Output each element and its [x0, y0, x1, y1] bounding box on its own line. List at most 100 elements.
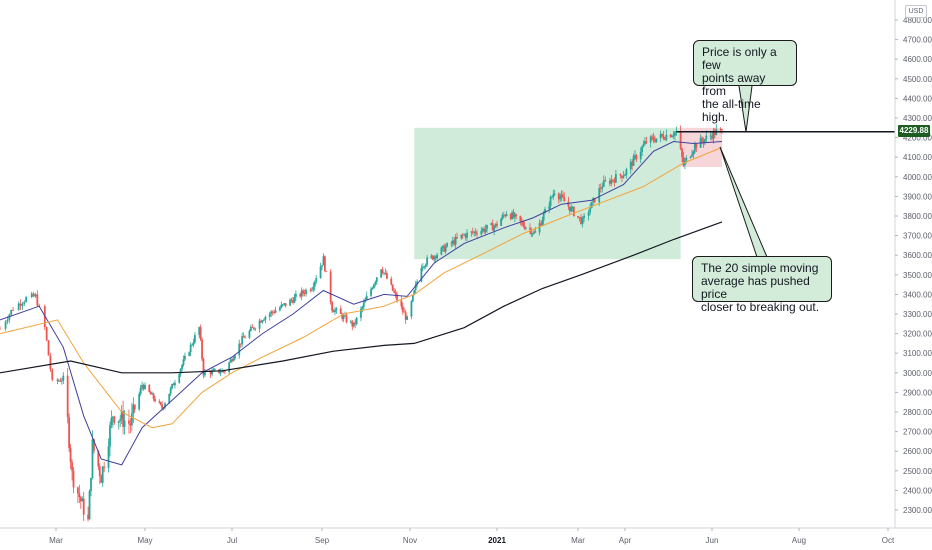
candle-body: [59, 380, 62, 382]
candle: [370, 286, 372, 298]
candle-body: [273, 312, 275, 313]
candle-body: [179, 369, 182, 375]
candle: [374, 280, 377, 287]
candle-body: [446, 243, 448, 247]
candle: [294, 290, 297, 301]
candle: [577, 215, 579, 219]
candle-body: [476, 233, 478, 235]
candle: [365, 291, 368, 301]
candle-body: [601, 186, 604, 189]
candle: [563, 192, 566, 202]
candle: [68, 413, 71, 452]
candle-body: [232, 358, 235, 362]
candle: [500, 217, 503, 227]
last-price-tag: 4229.88: [898, 125, 930, 137]
candle: [60, 377, 63, 385]
candle-body: [563, 197, 566, 202]
candle-body: [339, 308, 342, 314]
candle: [158, 399, 161, 404]
candle: [659, 130, 662, 143]
candle-body: [62, 375, 65, 381]
candle-body: [322, 256, 325, 266]
candle-body: [474, 231, 477, 234]
candle-body: [159, 402, 162, 405]
candle: [484, 224, 487, 236]
candle-body: [534, 231, 537, 233]
candle-body: [593, 198, 596, 203]
candle: [652, 132, 655, 144]
candle-body: [144, 384, 146, 390]
candle: [268, 311, 271, 321]
candle: [645, 136, 648, 145]
candle-body: [436, 254, 438, 259]
candle-body: [613, 180, 616, 183]
candle: [56, 378, 59, 385]
candle-body: [204, 371, 206, 376]
candle: [665, 129, 668, 142]
callout-pointers: [719, 85, 768, 258]
annotation-sma-breakout[interactable]: The 20 simple moving average has pushed …: [692, 256, 832, 314]
candle: [568, 206, 571, 215]
candle-body: [49, 355, 52, 370]
candle-body: [709, 135, 712, 137]
candle-body: [473, 231, 476, 233]
x-tick-label: Oct: [882, 536, 895, 545]
candle: [138, 391, 141, 411]
x-tick-label: Nov: [403, 536, 417, 545]
y-tick-label: 4300.00: [903, 114, 932, 123]
annotation-all-time-high[interactable]: Price is only a few points away from the…: [693, 40, 797, 124]
candle-body: [238, 343, 241, 356]
candle: [289, 298, 291, 306]
candle-body: [292, 300, 294, 303]
candle-body: [133, 404, 136, 410]
currency-label[interactable]: USD: [905, 5, 927, 18]
candle: [715, 124, 718, 136]
candle-body: [645, 141, 648, 143]
candle-body: [453, 240, 456, 245]
y-tick-label: 3600.00: [903, 251, 932, 260]
y-tick-label: 4100.00: [903, 153, 932, 162]
candle: [342, 313, 345, 323]
candle: [476, 229, 478, 239]
candle: [433, 255, 436, 263]
candle: [426, 255, 429, 268]
candle-body: [406, 316, 409, 320]
candle-body: [352, 322, 355, 327]
candle-body: [481, 228, 484, 231]
candle-body: [228, 362, 231, 373]
candle: [329, 269, 332, 305]
candle: [281, 303, 284, 307]
candle-body: [103, 466, 106, 468]
candle: [181, 364, 183, 372]
candle: [625, 167, 628, 179]
candle: [401, 302, 404, 315]
candle: [622, 171, 625, 179]
candle-body: [413, 290, 416, 295]
candle-body: [81, 498, 84, 502]
candlesticks: [0, 124, 723, 522]
candle-body: [671, 135, 673, 138]
candle: [334, 306, 336, 316]
y-tick-label: 2400.00: [903, 486, 932, 495]
candle-body: [552, 194, 555, 198]
candle-body: [530, 229, 533, 235]
candle-body: [110, 417, 113, 426]
candle-body: [178, 374, 181, 383]
candle-body: [538, 223, 541, 233]
sma-line-2: [0, 221, 723, 374]
x-tick-label: Jun: [706, 536, 719, 545]
candle-body: [202, 358, 205, 376]
candle-body: [572, 207, 575, 217]
candle: [194, 332, 196, 344]
candle: [480, 226, 483, 237]
candle: [496, 220, 498, 229]
candle-body: [254, 328, 257, 330]
candle-body: [168, 393, 171, 404]
candle: [557, 192, 560, 204]
candle: [78, 484, 81, 503]
candle-body: [423, 266, 426, 268]
candle: [30, 291, 33, 299]
candle-body: [361, 306, 364, 309]
candle: [271, 310, 274, 316]
